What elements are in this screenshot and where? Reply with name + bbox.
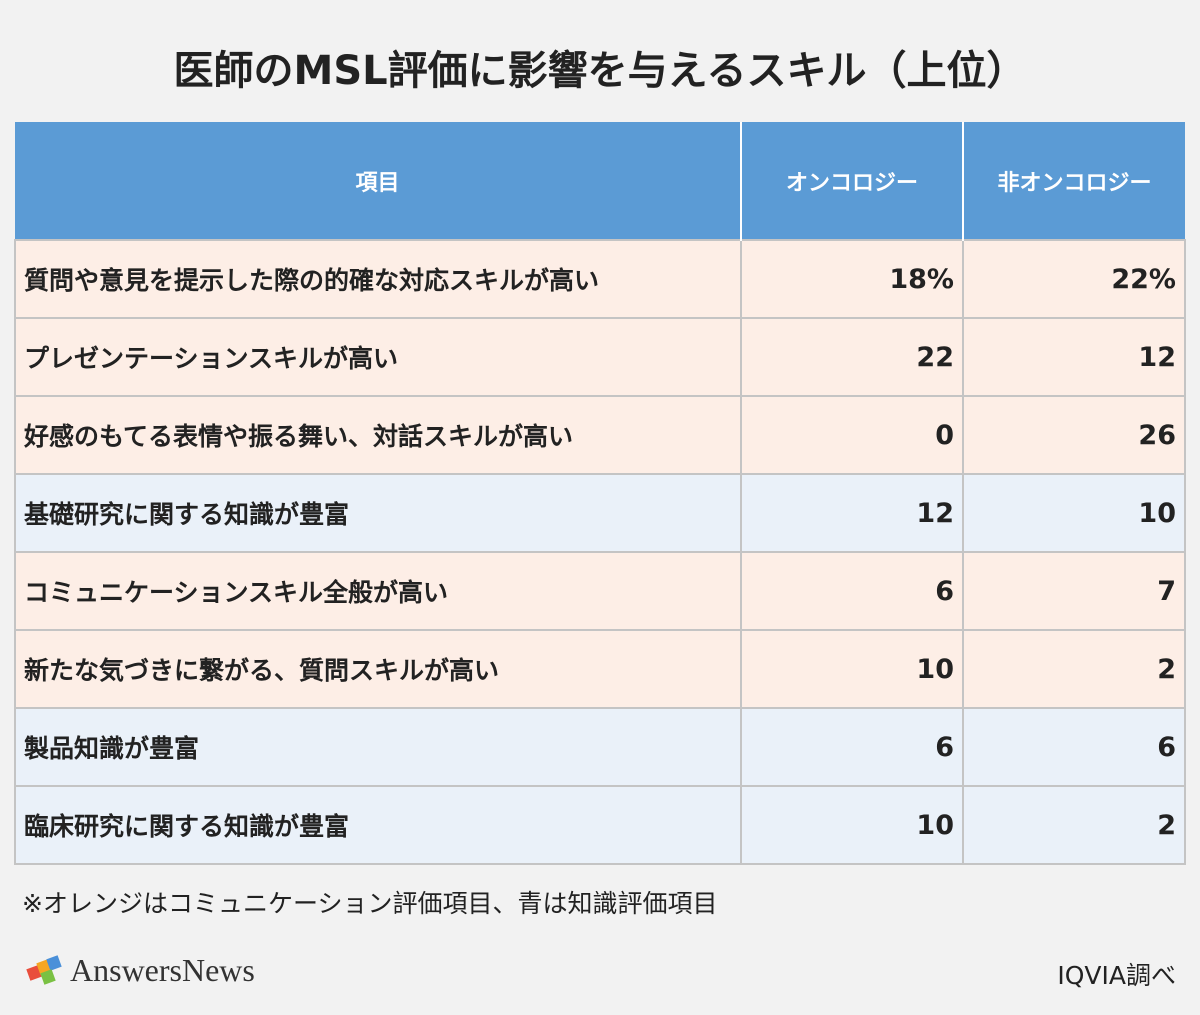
- title: 医師のMSL評価に影響を与えるスキル（上位）: [173, 48, 1027, 94]
- cell-value: 18%: [740, 239, 964, 319]
- table-row: 基礎研究に関する知識が豊富 12 10: [14, 473, 1186, 553]
- table-row: プレゼンテーションスキルが高い 22 12: [14, 317, 1186, 397]
- table-row: 臨床研究に関する知識が豊富 10 2: [14, 785, 1186, 865]
- table-body: 質問や意見を提示した際の的確な対応スキルが高い 18% 22% プレゼンテーションスキ…: [14, 239, 1186, 865]
- table-row: 新たな気づきに繋がる、質問スキルが高い 10 2: [14, 629, 1186, 709]
- cell-value: 12: [962, 317, 1186, 397]
- cell-value: 10: [962, 473, 1186, 553]
- cell-value: 22%: [962, 239, 1186, 319]
- table: 項目 オンコロジー 非オンコロジー 質問や意見を提示した際の的確な対応スキルが高…: [14, 122, 1186, 865]
- cell-value: 6: [740, 707, 964, 787]
- table-row: 質問や意見を提示した際の的確な対応スキルが高い 18% 22%: [14, 239, 1186, 319]
- source: IQVIA調べ: [1057, 961, 1176, 990]
- header-row: 項目 オンコロジー 非オンコロジー: [15, 122, 1185, 240]
- logo-icon: [26, 955, 62, 985]
- row-label: 臨床研究に関する知識が豊富: [14, 785, 742, 865]
- cell-value: 6: [740, 551, 964, 631]
- cell-value: 22: [740, 317, 964, 397]
- column-header: 項目: [15, 122, 741, 240]
- cell-value: 26: [962, 395, 1186, 475]
- cell-value: 10: [740, 629, 964, 709]
- row-label: 好感のもてる表情や振る舞い、対話スキルが高い: [14, 395, 742, 475]
- cell-value: 2: [962, 785, 1186, 865]
- cell-value: 10: [740, 785, 964, 865]
- column-header: オンコロジー: [740, 122, 963, 240]
- footnote: ※オレンジはコミュニケーション評価項目、青は知識評価項目: [22, 889, 718, 918]
- row-label: 新たな気づきに繋がる、質問スキルが高い: [14, 629, 742, 709]
- cell-value: 7: [962, 551, 1186, 631]
- table-row: コミュニケーションスキル全般が高い 6 7: [14, 551, 1186, 631]
- row-label: コミュニケーションスキル全般が高い: [14, 551, 742, 631]
- cell-value: 2: [962, 629, 1186, 709]
- row-label: 製品知識が豊富: [14, 707, 742, 787]
- row-label: プレゼンテーションスキルが高い: [14, 317, 742, 397]
- cell-value: 0: [740, 395, 964, 475]
- logo: AnswersNews: [70, 952, 255, 988]
- table-row: 好感のもてる表情や振る舞い、対話スキルが高い 0 26: [14, 395, 1186, 475]
- cell-value: 6: [962, 707, 1186, 787]
- table-row: 製品知識が豊富 6 6: [14, 707, 1186, 787]
- row-label: 基礎研究に関する知識が豊富: [14, 473, 742, 553]
- row-label: 質問や意見を提示した際の的確な対応スキルが高い: [14, 239, 742, 319]
- cell-value: 12: [740, 473, 964, 553]
- column-header: 非オンコロジー: [962, 122, 1185, 240]
